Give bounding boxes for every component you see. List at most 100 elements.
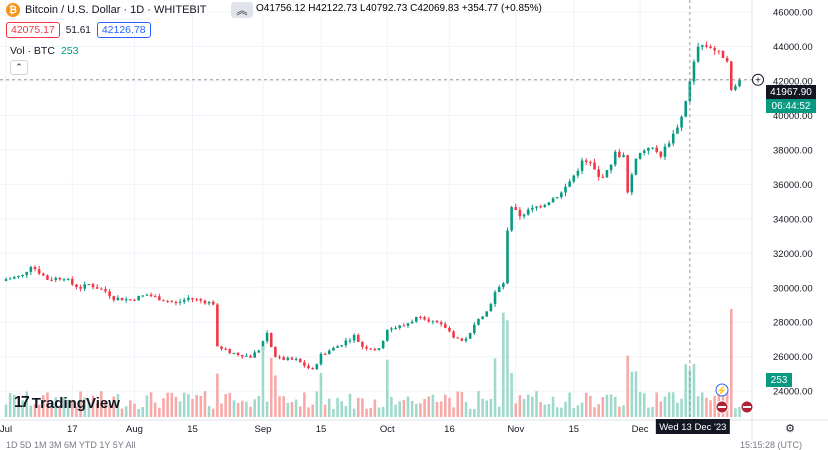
collapse-legend-button[interactable]: ︽ <box>231 2 253 18</box>
volume-bar <box>298 406 302 417</box>
volume-bar <box>58 407 62 417</box>
x-tick-label: Aug <box>126 424 143 435</box>
volume-bar <box>390 396 393 417</box>
volume-bar <box>162 398 165 417</box>
volume-bar <box>83 397 87 417</box>
y-tick-label: 34000.00 <box>773 214 813 225</box>
y-tick-label: 36000.00 <box>773 180 813 191</box>
candle-body <box>572 175 576 182</box>
candle-body <box>725 57 729 62</box>
candle-body <box>589 162 592 164</box>
candle-body <box>738 80 741 87</box>
volume-bar <box>71 401 74 417</box>
volume-bar <box>91 395 95 417</box>
candle-body <box>734 86 737 90</box>
volume-bar <box>124 406 128 417</box>
volume-bar <box>87 402 91 417</box>
volume-bar <box>680 398 683 417</box>
volume-bar <box>431 394 435 417</box>
volume-bar <box>531 396 534 417</box>
volume-bar <box>626 355 629 417</box>
volume-bar <box>734 408 737 417</box>
candle-body <box>680 116 683 128</box>
chevron-up-icon: ⌃ <box>15 62 23 72</box>
candle-body <box>203 300 207 304</box>
candle-body <box>593 162 596 170</box>
volume-bar <box>195 394 198 417</box>
volume-bar <box>547 404 551 417</box>
candle-body <box>626 155 629 193</box>
volume-legend[interactable]: Vol · BTC 253 <box>10 45 78 57</box>
candle-body <box>37 269 41 274</box>
candle-body <box>75 284 78 288</box>
volume-bar <box>153 402 157 417</box>
volume-bar <box>502 312 505 417</box>
us-flag-stripe <box>743 406 751 408</box>
volume-bar <box>182 392 186 417</box>
volume-bar <box>365 408 368 417</box>
y-tick-label: 38000.00 <box>773 145 813 156</box>
x-tick-label: 16 <box>444 424 455 435</box>
candle-body <box>526 209 530 215</box>
volume-bar <box>572 407 576 417</box>
volume-bar <box>336 397 339 417</box>
volume-bar <box>104 400 107 417</box>
volume-bar <box>286 402 290 417</box>
volume-bar <box>33 403 37 417</box>
volume-bar <box>17 404 20 417</box>
y-tick-label: 24000.00 <box>773 387 813 398</box>
candle-body <box>21 274 24 276</box>
candle-body <box>216 304 219 347</box>
candle-body <box>265 333 269 342</box>
candle-body <box>290 357 294 360</box>
candle-body <box>124 299 128 301</box>
volume-bar <box>655 392 658 417</box>
x-tick-label: Sep <box>255 424 272 435</box>
bottom-timeframe-bar[interactable]: 1D 5D 1M 3M 6M YTD 1Y 5Y All 15:15:28 (U… <box>0 440 828 450</box>
candle-body <box>502 283 505 288</box>
volume-bar <box>29 405 33 417</box>
volume-bar <box>340 401 343 417</box>
candle-body <box>17 275 20 278</box>
buy-price-button[interactable]: 42126.78 <box>96 22 151 38</box>
tradingview-logo[interactable]: 17 TradingView <box>14 394 120 412</box>
timeframe-buttons[interactable]: 1D 5D 1M 3M 6M YTD 1Y 5Y All <box>6 440 136 450</box>
collapse-indicators-button[interactable]: ⌃ <box>10 60 28 75</box>
candle-body <box>473 324 476 334</box>
candle-body <box>58 277 62 280</box>
sell-price-button[interactable]: 42075.17 <box>6 22 60 38</box>
candle-body <box>274 347 277 357</box>
candle-body <box>705 45 708 47</box>
volume-bar <box>555 407 559 417</box>
candle-body <box>510 207 513 231</box>
candle-body <box>560 192 563 198</box>
volume-bar <box>659 401 663 417</box>
volume-bar <box>506 320 509 417</box>
volume-bar <box>269 357 273 417</box>
candle-body <box>365 346 368 349</box>
volume-bar <box>344 405 348 417</box>
candle-body <box>319 353 323 365</box>
candle-body <box>162 300 165 302</box>
candle-body <box>489 304 493 312</box>
volume-bar <box>709 400 712 417</box>
volume-bar <box>514 403 518 417</box>
volume-bar <box>481 398 484 417</box>
symbol-header[interactable]: ₿ Bitcoin / U.S. Dollar · 1D · WHITEBIT <box>6 3 213 17</box>
volume-bar <box>489 398 493 417</box>
candle-body <box>348 340 352 342</box>
crosshair-date-label: Wed 13 Dec '23 <box>659 422 726 433</box>
volume-bar <box>21 400 24 417</box>
volume-bar <box>738 406 741 417</box>
volume-bar <box>112 396 116 417</box>
candle-body <box>713 48 716 51</box>
volume-bar <box>439 401 443 417</box>
candle-body <box>580 160 584 171</box>
candle-body <box>419 316 422 318</box>
symbol-title[interactable]: Bitcoin / U.S. Dollar · 1D · WHITEBIT <box>25 4 207 16</box>
candle-body <box>195 299 198 301</box>
volume-bar <box>245 401 248 417</box>
volume-bar <box>79 391 82 417</box>
ohlc-legend: O41756.12 H42122.73 L40792.73 C42069.83 … <box>256 3 542 14</box>
